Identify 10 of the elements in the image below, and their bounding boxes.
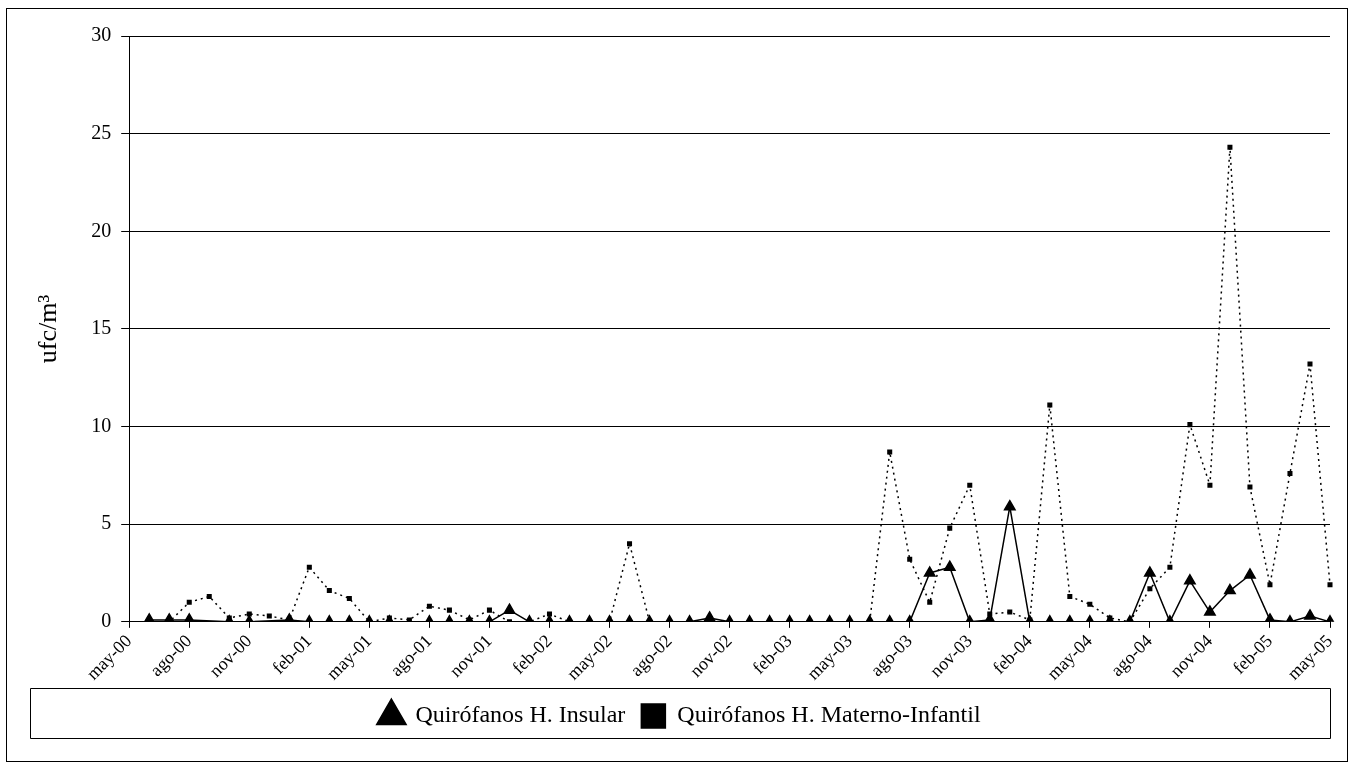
y-tick-label: 25 — [91, 120, 112, 143]
y-axis-title: ufc/m³ — [33, 294, 63, 364]
legend-label: Quirófanos H. Insular — [415, 701, 626, 728]
y-tick-label: 20 — [91, 218, 112, 241]
y-tick-label: 15 — [91, 316, 112, 339]
y-tick-label: 5 — [101, 511, 112, 534]
y-tick-label: 30 — [91, 23, 112, 46]
legend-label: Quirófanos H. Materno-Infantil — [677, 701, 981, 728]
y-tick-label: 10 — [91, 413, 112, 436]
y-tick-label: 0 — [101, 609, 112, 632]
